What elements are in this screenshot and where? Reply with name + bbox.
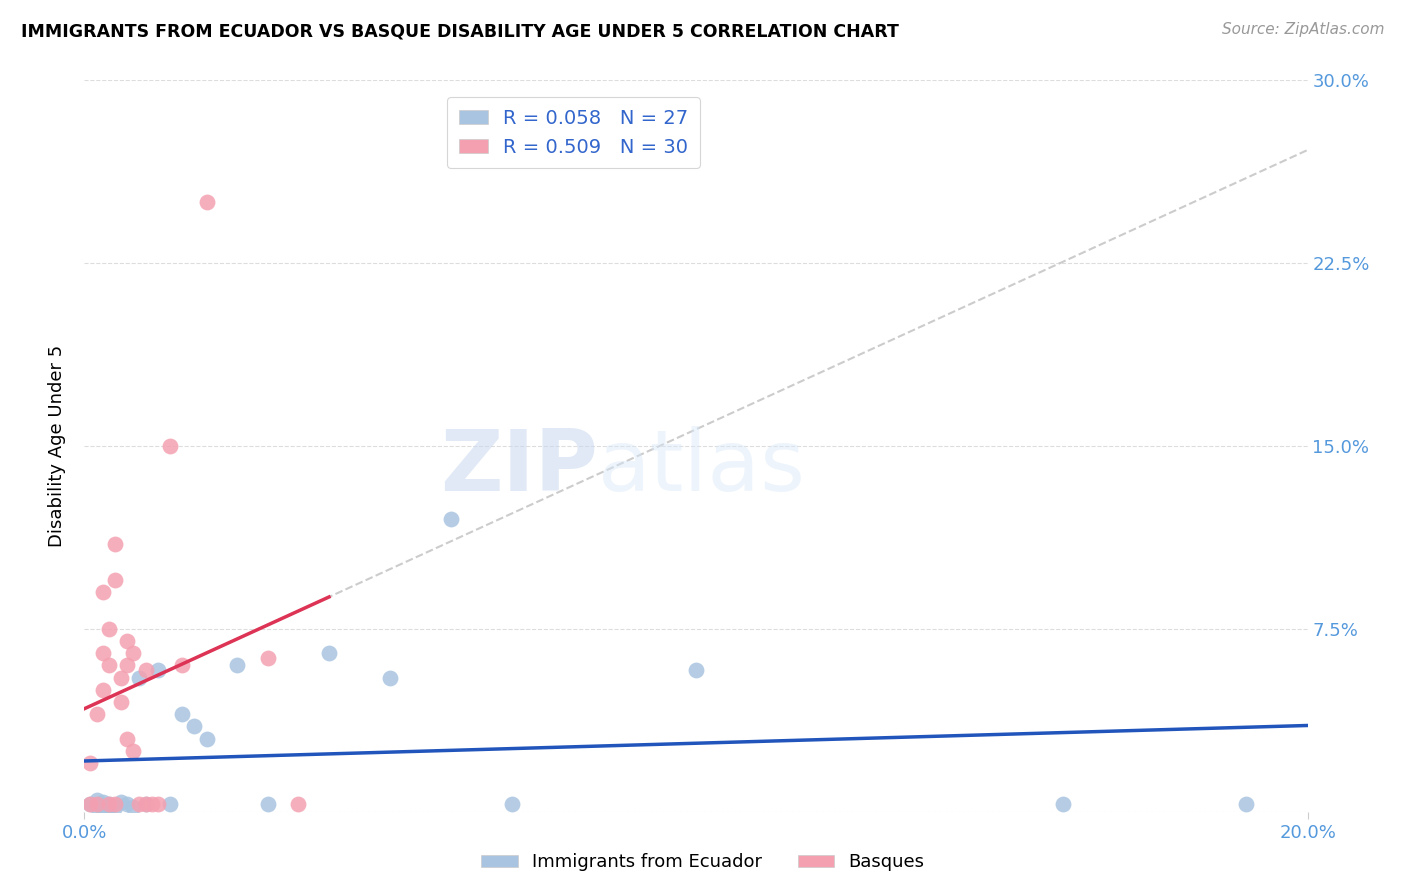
Point — [115, 731, 138, 746]
Point — [380, 671, 402, 685]
Text: atlas: atlas — [598, 426, 806, 509]
Point — [86, 800, 108, 814]
Point — [97, 622, 120, 636]
Point — [110, 695, 132, 709]
Point — [91, 795, 114, 809]
Point — [146, 663, 169, 677]
Point — [135, 797, 157, 812]
Point — [159, 439, 181, 453]
Point — [1052, 797, 1074, 812]
Point — [135, 797, 157, 812]
Point — [122, 646, 145, 660]
Text: ZIP: ZIP — [440, 426, 598, 509]
Point — [287, 797, 309, 812]
Point — [257, 651, 280, 665]
Point — [86, 792, 108, 806]
Point — [97, 658, 120, 673]
Point — [97, 797, 120, 812]
Point — [91, 682, 114, 697]
Point — [79, 797, 101, 812]
Point — [97, 797, 120, 812]
Legend: R = 0.058   N = 27, R = 0.509   N = 30: R = 0.058 N = 27, R = 0.509 N = 30 — [447, 97, 700, 169]
Point — [115, 634, 138, 648]
Point — [86, 797, 108, 812]
Point — [91, 646, 114, 660]
Point — [257, 797, 280, 812]
Legend: Immigrants from Ecuador, Basques: Immigrants from Ecuador, Basques — [474, 847, 932, 879]
Point — [104, 797, 127, 812]
Point — [91, 585, 114, 599]
Point — [141, 797, 163, 812]
Point — [1236, 797, 1258, 812]
Point — [159, 797, 181, 812]
Point — [135, 663, 157, 677]
Point — [685, 663, 707, 677]
Y-axis label: Disability Age Under 5: Disability Age Under 5 — [48, 345, 66, 547]
Point — [115, 797, 138, 812]
Point — [183, 719, 205, 733]
Point — [79, 797, 101, 812]
Point — [79, 756, 101, 770]
Point — [97, 800, 120, 814]
Point — [318, 646, 340, 660]
Point — [226, 658, 249, 673]
Point — [115, 658, 138, 673]
Point — [440, 512, 463, 526]
Point — [195, 731, 218, 746]
Point — [104, 573, 127, 587]
Point — [146, 797, 169, 812]
Text: Source: ZipAtlas.com: Source: ZipAtlas.com — [1222, 22, 1385, 37]
Point — [104, 800, 127, 814]
Point — [502, 797, 524, 812]
Point — [110, 671, 132, 685]
Point — [195, 195, 218, 210]
Point — [172, 658, 194, 673]
Point — [86, 707, 108, 722]
Point — [91, 802, 114, 816]
Point — [104, 536, 127, 550]
Point — [128, 671, 150, 685]
Point — [128, 797, 150, 812]
Point — [172, 707, 194, 722]
Point — [122, 744, 145, 758]
Point — [122, 800, 145, 814]
Point — [110, 795, 132, 809]
Text: IMMIGRANTS FROM ECUADOR VS BASQUE DISABILITY AGE UNDER 5 CORRELATION CHART: IMMIGRANTS FROM ECUADOR VS BASQUE DISABI… — [21, 22, 898, 40]
